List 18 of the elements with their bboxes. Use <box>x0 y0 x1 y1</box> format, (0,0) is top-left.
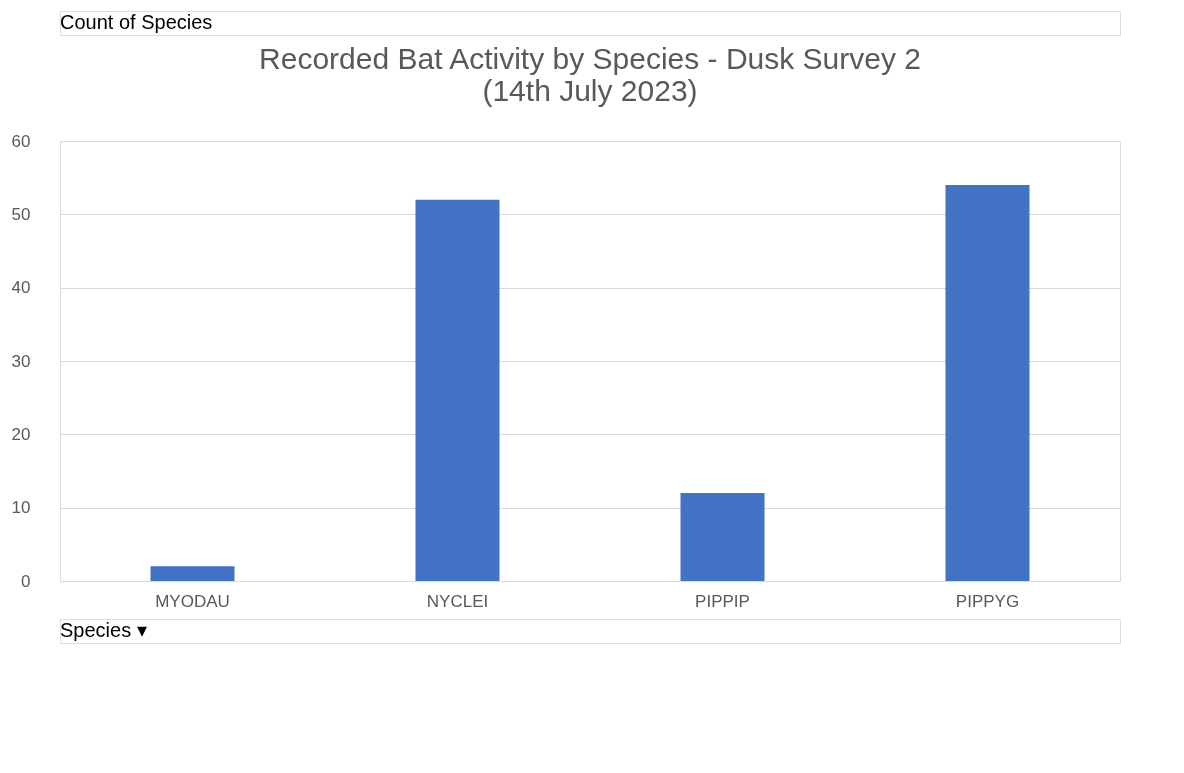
bar <box>150 566 235 581</box>
x-tick-label: PIPPIP <box>695 591 750 611</box>
x-tick-label: PIPPYG <box>955 591 1020 611</box>
chart-title: Recorded Bat Activity by Species - Dusk Survey 2 (14th July 2023) <box>259 42 921 107</box>
bar <box>415 199 500 581</box>
y-tick-label: 30 <box>11 351 31 371</box>
y-tick-label: 40 <box>11 278 31 298</box>
text: Species ▾ <box>60 619 147 641</box>
text: Count of Species <box>60 11 213 33</box>
y-tick-label: 60 <box>11 131 31 151</box>
x-tick-label: MYODAU <box>155 591 230 611</box>
y-tick-label: 0 <box>21 571 31 591</box>
y-tick-label: 50 <box>11 204 31 224</box>
bar <box>680 493 765 581</box>
y-tick-label: 10 <box>11 498 31 518</box>
bar <box>945 185 1030 581</box>
x-tick-label: NYCLEI <box>426 591 489 611</box>
y-tick-label: 20 <box>11 424 31 444</box>
